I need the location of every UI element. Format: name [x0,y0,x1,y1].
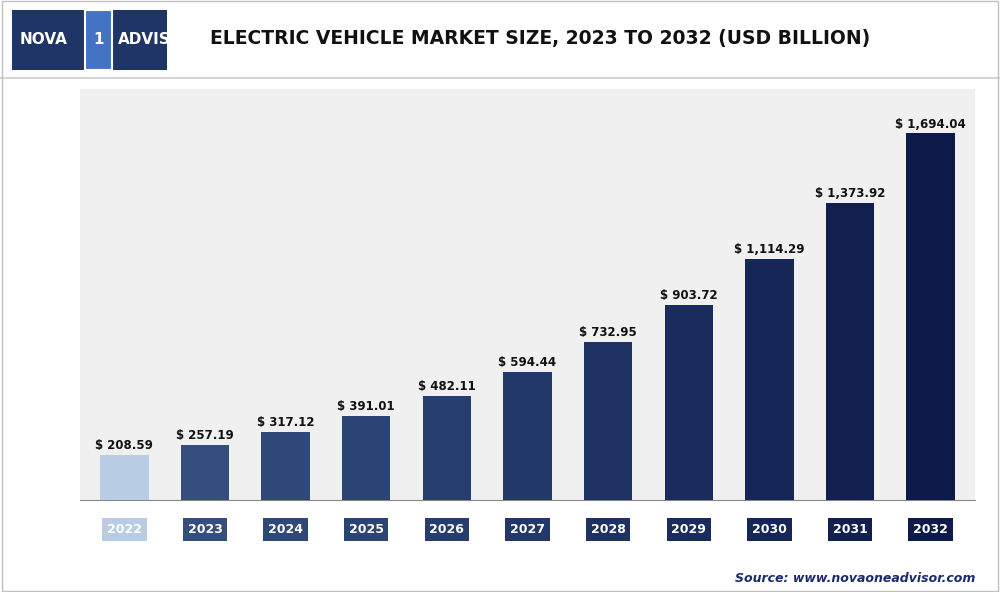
Text: $ 594.44: $ 594.44 [498,356,557,369]
Text: ELECTRIC VEHICLE MARKET SIZE, 2023 TO 2032 (USD BILLION): ELECTRIC VEHICLE MARKET SIZE, 2023 TO 20… [210,29,870,48]
Text: $ 903.72: $ 903.72 [660,289,718,302]
Text: 2028: 2028 [591,523,626,536]
Text: 1: 1 [93,33,104,47]
Bar [423,396,471,500]
Bar [503,372,552,500]
Bar [745,259,794,500]
Text: $ 257.19: $ 257.19 [176,429,234,442]
Text: 2027: 2027 [510,523,545,536]
Text: 2032: 2032 [913,523,948,536]
FancyBboxPatch shape [12,9,167,70]
Text: 2029: 2029 [671,523,706,536]
Bar [584,342,632,500]
Bar [665,304,713,500]
Text: $ 391.01: $ 391.01 [337,400,395,413]
FancyBboxPatch shape [85,9,112,70]
Text: 2026: 2026 [429,523,464,536]
Text: $ 208.59: $ 208.59 [95,439,153,452]
Text: Source: www.novaoneadvisor.com: Source: www.novaoneadvisor.com [735,572,975,585]
Text: NOVA: NOVA [20,33,68,47]
Text: 2025: 2025 [349,523,384,536]
Text: 2030: 2030 [752,523,787,536]
Text: $ 1,373.92: $ 1,373.92 [815,187,885,200]
Text: 2024: 2024 [268,523,303,536]
Text: $ 1,694.04: $ 1,694.04 [895,118,966,131]
Text: $ 317.12: $ 317.12 [257,416,314,429]
Text: 2022: 2022 [107,523,142,536]
Bar [342,416,390,500]
Text: 2031: 2031 [833,523,867,536]
Bar [181,445,229,500]
Bar [906,133,955,500]
Text: 2023: 2023 [188,523,222,536]
Bar [100,455,149,500]
Text: $ 1,114.29: $ 1,114.29 [734,243,805,256]
Bar [826,202,874,500]
Text: $ 732.95: $ 732.95 [579,326,637,339]
Bar [261,432,310,500]
Text: ADVISOR: ADVISOR [118,33,196,47]
Text: $ 482.11: $ 482.11 [418,380,476,393]
